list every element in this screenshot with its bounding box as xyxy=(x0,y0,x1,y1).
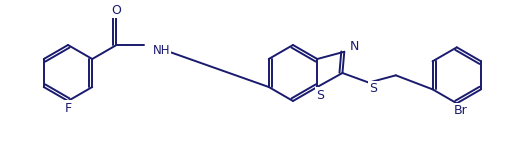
Text: S: S xyxy=(316,88,324,101)
Text: O: O xyxy=(112,4,122,16)
Text: N: N xyxy=(349,40,359,53)
Text: NH: NH xyxy=(153,44,170,57)
Text: F: F xyxy=(65,101,72,114)
Text: S: S xyxy=(369,82,377,95)
Text: Br: Br xyxy=(454,104,468,117)
